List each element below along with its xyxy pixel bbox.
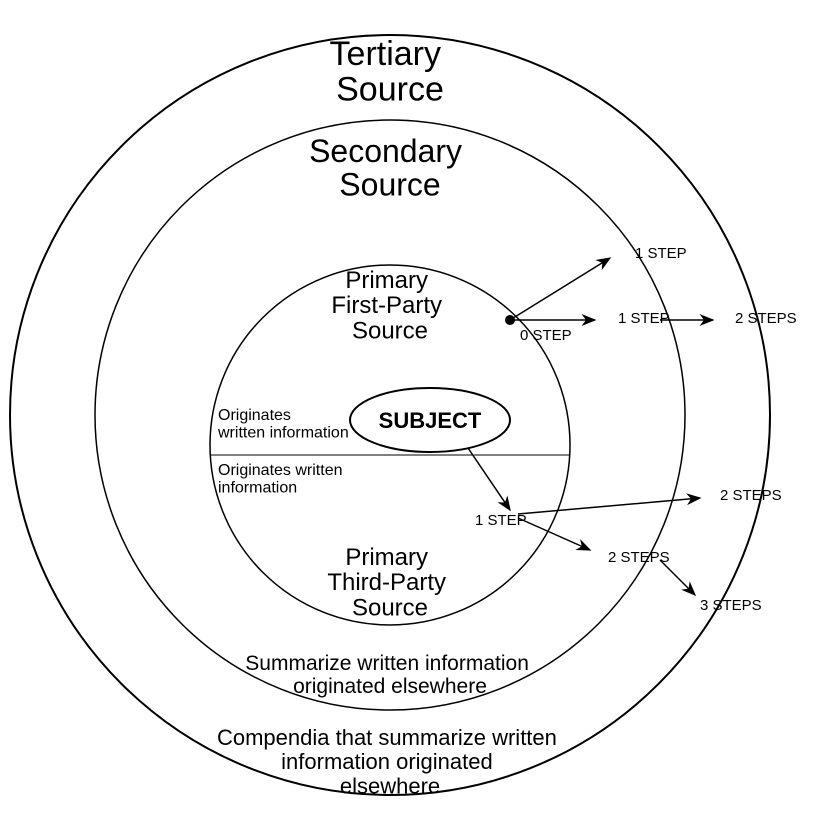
originates-top-l1: Originates bbox=[218, 407, 291, 424]
primary-fp-line1: Primary bbox=[345, 267, 428, 294]
summarize-note: Summarize written information originated… bbox=[245, 652, 534, 698]
originates-top: Originates written information bbox=[217, 407, 349, 442]
tertiary-heading: Tertiary Source bbox=[330, 35, 451, 109]
primary-fp-heading: Primary First-Party Source bbox=[331, 267, 448, 344]
step-2c: 2 STEPS bbox=[608, 549, 670, 566]
compendia-l2: information originated bbox=[281, 749, 493, 774]
step-0: 0 STEP bbox=[520, 327, 572, 344]
primary-tp-heading: Primary Third-Party Source bbox=[327, 544, 452, 621]
summarize-l2: originated elsewhere bbox=[293, 675, 487, 698]
step-2a: 2 STEPS bbox=[735, 310, 797, 327]
step-2b: 2 STEPS bbox=[720, 487, 782, 504]
arrow bbox=[510, 258, 610, 320]
originates-bot: Originates written information bbox=[218, 462, 347, 497]
primary-fp-line3: Source bbox=[352, 317, 428, 344]
primary-tp-line3: Source bbox=[352, 594, 428, 621]
tertiary-line1: Tertiary bbox=[330, 35, 441, 73]
step-1a: 1 STEP bbox=[635, 245, 687, 262]
compendia-note: Compendia that summarize written informa… bbox=[217, 725, 563, 798]
tertiary-line2: Source bbox=[336, 71, 444, 109]
source-hierarchy-diagram: Tertiary Source Secondary Source Primary… bbox=[0, 0, 830, 830]
originates-top-l2: written information bbox=[217, 425, 349, 442]
compendia-l3: elsewhere bbox=[340, 773, 440, 798]
secondary-line1: Secondary bbox=[309, 133, 462, 169]
originates-bot-l1: Originates written bbox=[218, 462, 343, 479]
primary-fp-line2: First-Party bbox=[331, 292, 442, 319]
secondary-line2: Source bbox=[339, 167, 440, 203]
step-1c: 1 STEP bbox=[475, 512, 527, 529]
primary-tp-line2: Third-Party bbox=[327, 569, 446, 596]
arrows bbox=[468, 258, 713, 595]
arrow bbox=[468, 448, 510, 510]
summarize-l1: Summarize written information bbox=[245, 652, 529, 675]
step-3: 3 STEPS bbox=[700, 597, 762, 614]
secondary-heading: Secondary Source bbox=[309, 133, 471, 203]
subject-label: SUBJECT bbox=[379, 408, 482, 433]
compendia-l1: Compendia that summarize written bbox=[217, 725, 557, 750]
step-1b: 1 STEP bbox=[618, 310, 670, 327]
primary-tp-line1: Primary bbox=[345, 544, 428, 571]
arrow bbox=[518, 498, 700, 514]
arrow bbox=[518, 518, 590, 550]
originates-bot-l2: information bbox=[218, 480, 297, 497]
